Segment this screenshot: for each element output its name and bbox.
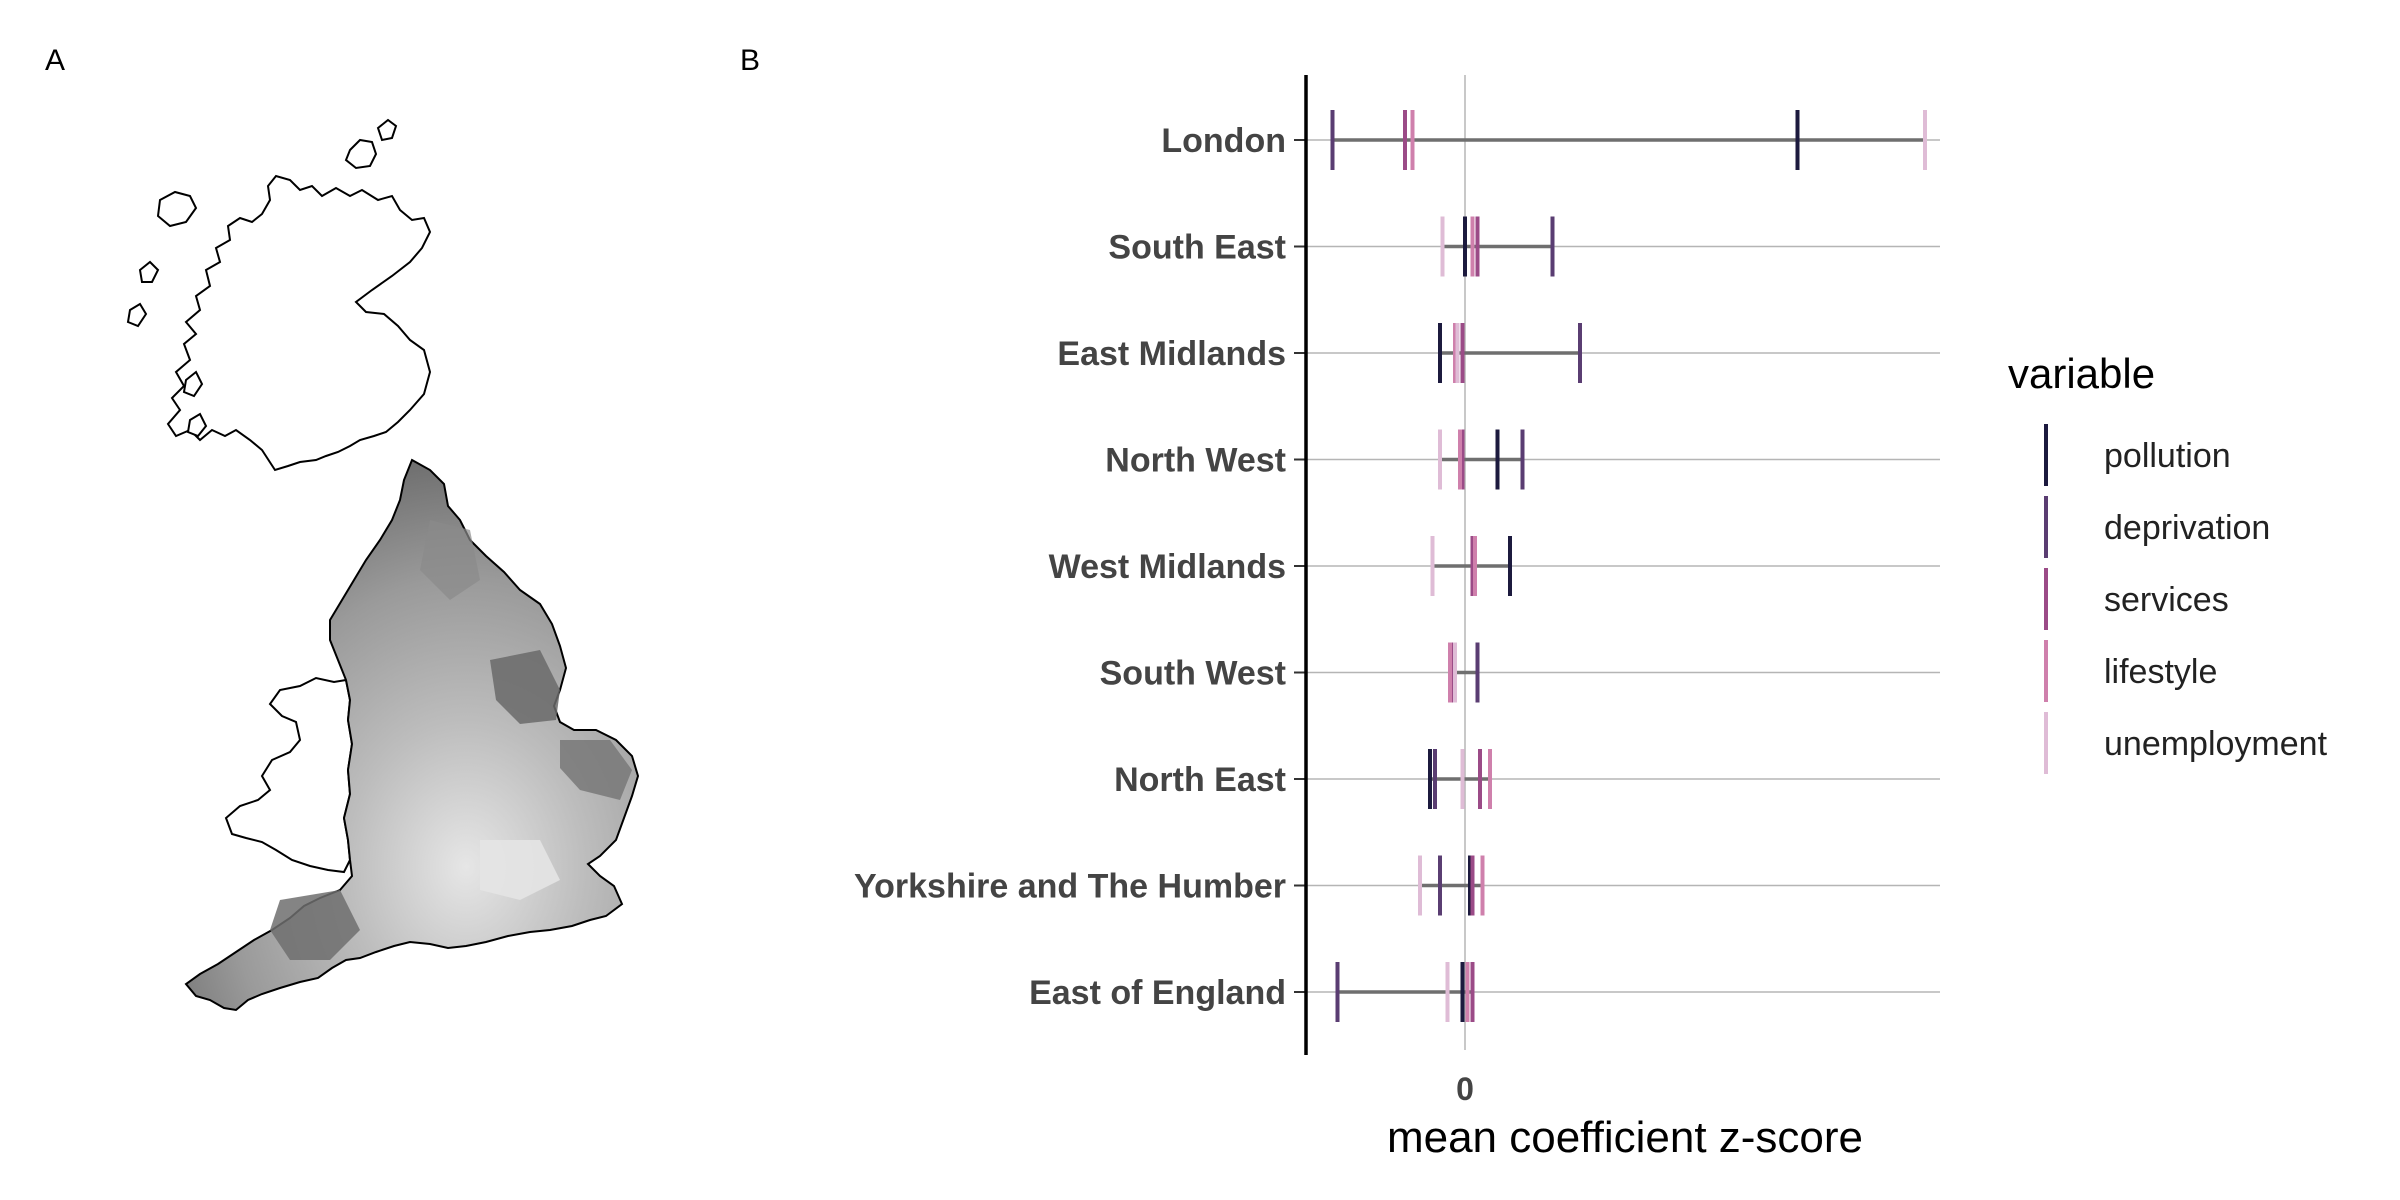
wales-outline	[224, 676, 354, 874]
island-outline	[376, 118, 398, 142]
category-label: Yorkshire and The Humber	[854, 868, 1286, 906]
category-label: East Midlands	[1057, 335, 1286, 373]
island-outline	[138, 260, 160, 283]
x-tick-label: 0	[1456, 1071, 1474, 1107]
england-regions	[184, 458, 640, 1012]
island-outline	[344, 138, 378, 170]
region-patch	[560, 740, 632, 800]
legend-title: variable	[2008, 350, 2155, 397]
legend-label: pollution	[2104, 437, 2231, 475]
legend-label: lifestyle	[2104, 653, 2217, 691]
category-label: South West	[1100, 655, 1286, 693]
category-label: South East	[1108, 229, 1286, 267]
legend-label: deprivation	[2104, 509, 2270, 547]
panel-label-b: B	[740, 44, 760, 77]
category-label: East of England	[1029, 974, 1286, 1012]
x-axis-title: mean coefficient z-score	[1387, 1113, 1863, 1162]
region-patch	[270, 890, 360, 960]
panel-label-a: A	[45, 44, 65, 77]
region-patch	[490, 650, 560, 724]
island-outline	[156, 190, 198, 228]
region-patch	[480, 840, 560, 900]
scotland-outline	[166, 174, 432, 472]
category-label: London	[1161, 122, 1286, 160]
region-patch	[420, 520, 480, 600]
category-label: West Midlands	[1049, 548, 1286, 586]
island-outline	[182, 370, 204, 398]
category-label: North West	[1105, 442, 1286, 480]
category-label: North East	[1114, 761, 1286, 799]
range-chart: London South East East Midlands North West W…	[854, 75, 1940, 1162]
legend: variable pollution deprivation services life…	[2008, 350, 2328, 774]
legend-label: unemployment	[2104, 725, 2328, 763]
legend-label: services	[2104, 581, 2229, 619]
island-outline	[126, 302, 148, 328]
uk-map	[126, 118, 640, 1012]
island-outline	[186, 412, 208, 438]
